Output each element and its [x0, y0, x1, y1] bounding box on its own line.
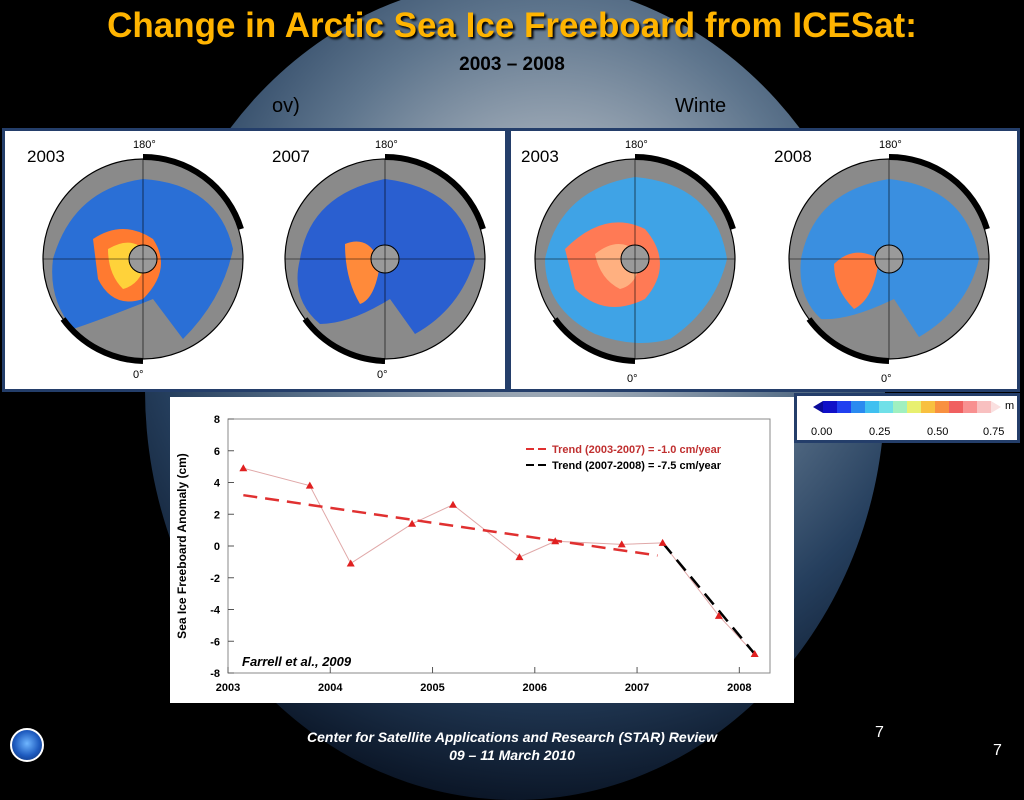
y-tick-label: 6	[214, 446, 220, 458]
y-tick-label: -6	[210, 636, 220, 648]
colorbar-tick: 0.50	[927, 426, 949, 438]
x-tick-label: 2006	[523, 682, 547, 694]
plot-frame	[227, 418, 771, 674]
map-degree-label: 0°	[627, 373, 638, 385]
x-tick-label: 2003	[216, 682, 240, 694]
data-point	[239, 464, 248, 472]
footer-line2: 09 – 11 March 2010	[449, 747, 575, 763]
data-point	[658, 538, 667, 546]
colorbar-tick: 0.25	[869, 426, 891, 438]
data-point	[617, 540, 626, 548]
chart-svg: 8 6 4 2 0 -2 -4 -6 -8 2003 2004 2005 2006 2007 2008 Sea…	[175, 414, 771, 694]
x-tick-label: 2008	[727, 682, 751, 694]
page-number: 7	[875, 724, 884, 741]
map-degree-label: 180°	[133, 139, 156, 151]
map-year-label: 2008	[774, 147, 812, 166]
polar-map	[788, 153, 990, 364]
slide-title: Change in Arctic Sea Ice Freeboard from …	[107, 6, 917, 45]
map-year-label: 2003	[27, 147, 65, 166]
map-year-label: 2003	[521, 147, 559, 166]
page-number: 7	[993, 742, 1002, 759]
slide-subtitle: 2003 – 2008	[459, 54, 565, 75]
data-point	[346, 559, 355, 567]
map-degree-label: 180°	[625, 139, 648, 151]
data-point	[714, 611, 723, 619]
y-tick-label: 4	[214, 478, 221, 490]
noaa-logo	[10, 728, 44, 762]
map-degree-label: 180°	[879, 139, 902, 151]
data-point	[408, 519, 417, 527]
y-tick-label: 2	[214, 509, 220, 521]
y-tick-label: 0	[214, 541, 220, 553]
map-degree-label: 180°	[375, 139, 398, 151]
colorbar: m 0.00 0.25 0.50 0.75	[794, 393, 1020, 443]
x-tick-label: 2005	[420, 682, 444, 694]
data-point	[448, 500, 457, 508]
map-panel-left: 2003 2007 180° 180° 0° 0°	[2, 128, 508, 392]
season-label-right: Winte	[675, 95, 727, 117]
legend-label: Trend (2003-2007) = -1.0 cm/year	[552, 444, 722, 456]
polar-map	[42, 153, 244, 364]
trend-line	[661, 542, 756, 655]
data-point	[750, 649, 759, 657]
freeboard-chart: 8 6 4 2 0 -2 -4 -6 -8 2003 2004 2005 2006 2007 2008 Sea…	[170, 397, 794, 703]
map-degree-label: 0°	[881, 373, 892, 385]
data-point	[305, 481, 314, 489]
data-point	[551, 537, 560, 545]
y-tick-label: -8	[210, 668, 220, 680]
footer: Center for Satellite Applications and Re…	[0, 728, 1024, 764]
y-tick-label: -4	[210, 605, 221, 617]
y-tick-label: 8	[214, 414, 220, 426]
colorbar-tick: 0.75	[983, 426, 1005, 438]
map-year-label: 2007	[272, 147, 310, 166]
y-tick-label: -2	[210, 573, 220, 585]
data-point	[515, 553, 524, 561]
colorbar-gradient	[813, 401, 1001, 413]
x-tick-label: 2004	[318, 682, 343, 694]
colorbar-unit: m	[1005, 400, 1015, 412]
y-axis-label: Sea Ice Freeboard Anomaly (cm)	[175, 453, 189, 639]
map-degree-label: 0°	[377, 369, 388, 381]
trend-line	[243, 493, 658, 557]
polar-map	[284, 153, 486, 364]
footer-line1: Center for Satellite Applications and Re…	[307, 729, 717, 745]
polar-map	[534, 153, 736, 364]
colorbar-tick: 0.00	[811, 426, 833, 438]
map-degree-label: 0°	[133, 369, 144, 381]
chart-annotation: Farrell et al., 2009	[242, 654, 352, 669]
season-label-left: ov)	[272, 95, 300, 117]
x-tick-label: 2007	[625, 682, 649, 694]
legend-label: Trend (2007-2008) = -7.5 cm/year	[552, 460, 722, 472]
map-panel-right: 2003 2008 180° 180° 0° 0°	[508, 128, 1020, 392]
